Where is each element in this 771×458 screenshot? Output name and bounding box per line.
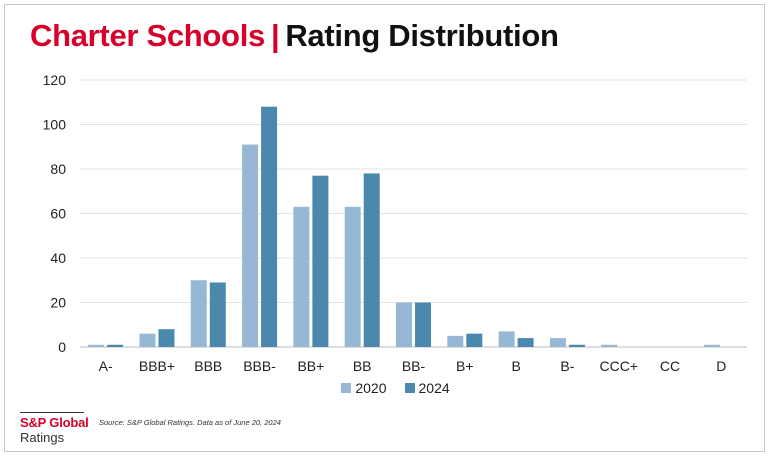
x-tick-label: B+ <box>456 358 474 374</box>
x-tick-label: BBB <box>194 358 222 374</box>
bar-2020-B- <box>549 338 566 347</box>
bar-2020-D <box>703 344 720 347</box>
bar-2024-A- <box>107 344 124 347</box>
bar-2020-CCC+ <box>601 344 618 347</box>
legend-label-2020: 2020 <box>355 380 387 396</box>
bar-2020-BBB <box>190 280 207 347</box>
x-tick-label: BB <box>353 358 372 374</box>
logo-subtitle: Ratings <box>20 430 65 445</box>
x-tick-label: BB- <box>402 358 426 374</box>
bar-2024-BB <box>363 173 380 347</box>
y-tick-label: 120 <box>43 72 67 88</box>
bar-2024-B+ <box>466 333 483 347</box>
chart-legend: 2020 2024 <box>0 380 771 396</box>
x-tick-label: BB+ <box>297 358 324 374</box>
legend-item-2024: 2024 <box>404 380 450 396</box>
y-tick-label: 80 <box>50 161 66 177</box>
slide-frame <box>4 4 765 452</box>
bar-2024-BB+ <box>312 175 329 347</box>
y-tick-label: 20 <box>50 295 66 311</box>
y-tick-label: 60 <box>50 206 66 222</box>
logo-brand: S&P Global <box>20 415 89 430</box>
legend-swatch-2020 <box>341 383 352 393</box>
title-part-1: Charter Schools <box>30 18 265 53</box>
legend-item-2020: 2020 <box>341 380 387 396</box>
bar-2020-A- <box>88 344 105 347</box>
bar-2024-BBB- <box>261 106 278 347</box>
source-note: Source: S&P Global Ratings. Data as of J… <box>99 418 281 427</box>
logo-rule <box>20 412 84 413</box>
bar-2020-BB <box>344 206 361 347</box>
bar-2020-B+ <box>447 335 464 347</box>
title-separator: | <box>270 18 280 53</box>
x-tick-label: D <box>716 358 726 374</box>
bar-2024-BBB+ <box>158 329 175 347</box>
y-tick-label: 40 <box>50 250 66 266</box>
x-tick-label: BBB+ <box>139 358 175 374</box>
x-tick-label: CCC+ <box>599 358 638 374</box>
page-title: Charter Schools | Rating Distribution <box>30 18 559 54</box>
bar-2024-BB- <box>415 302 431 347</box>
x-tick-label: B- <box>560 358 574 374</box>
y-tick-label: 0 <box>58 339 66 355</box>
bar-2024-B- <box>568 344 585 347</box>
x-tick-label: B <box>511 358 520 374</box>
bar-2020-B <box>498 331 515 347</box>
sp-global-logo: S&P Global Ratings <box>20 412 89 445</box>
legend-label-2024: 2024 <box>418 380 450 396</box>
bar-2024-BBB <box>209 282 226 347</box>
bar-2020-BBB- <box>242 144 259 347</box>
y-tick-label: 100 <box>43 117 67 133</box>
x-tick-label: A- <box>99 358 113 374</box>
title-part-2: Rating Distribution <box>285 18 559 53</box>
bar-2020-BB- <box>396 302 412 347</box>
legend-swatch-2024 <box>404 383 415 393</box>
bar-2020-BBB+ <box>139 333 156 347</box>
bar-2024-B <box>517 338 534 347</box>
bar-2020-BB+ <box>293 206 310 347</box>
x-tick-label: CC <box>660 358 680 374</box>
x-tick-label: BBB- <box>243 358 276 374</box>
